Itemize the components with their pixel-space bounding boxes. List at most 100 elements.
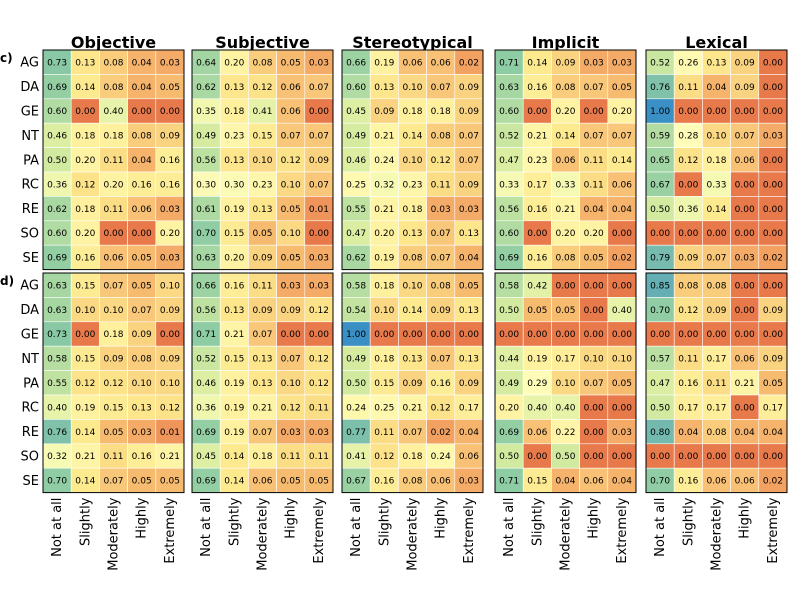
cell-value-label: 0.24 (374, 156, 394, 166)
cell-value-label: 0.18 (402, 107, 422, 117)
row-label: SO (21, 450, 39, 465)
cell-value-label: 0.19 (374, 58, 394, 68)
heatmap-cell (70, 443, 100, 469)
panel-label: c) (0, 51, 13, 65)
heatmap-cell (426, 467, 456, 493)
cell-value-label: 0.21 (402, 403, 422, 413)
cell-value-label: 0.13 (459, 229, 479, 239)
column-label: Moderately (406, 497, 421, 570)
cell-value-label: 0.76 (650, 83, 670, 93)
cell-value-label: 0.14 (612, 156, 632, 166)
cell-value-label: 0.05 (132, 281, 152, 291)
cell-value-label: 0.07 (431, 355, 451, 365)
row-label: GE (21, 328, 39, 343)
cell-value-label: 0.41 (346, 452, 366, 462)
cell-value-label: 0.36 (678, 205, 698, 215)
heatmap-cell (607, 443, 637, 469)
cell-value-label: 0.00 (527, 330, 547, 340)
heatmap-cell (369, 443, 399, 469)
heatmap-cell (426, 443, 456, 469)
cell-value-label: 0.06 (431, 477, 451, 487)
cell-value-label: 0.11 (103, 452, 123, 462)
cell-value-label: 1.00 (346, 330, 366, 340)
cell-value-label: 0.04 (459, 428, 479, 438)
cell-value-label: 0.07 (402, 428, 422, 438)
cell-value-label: 0.09 (160, 355, 180, 365)
heatmap-cell (579, 345, 609, 371)
cell-value-label: 0.20 (374, 229, 394, 239)
heatmap-cell (341, 49, 371, 75)
cell-value-label: 0.00 (132, 229, 152, 239)
cell-value-label: 0.12 (678, 306, 698, 316)
heatmap-cell (42, 220, 72, 246)
heatmap-cell (673, 467, 703, 493)
column-label: Extremely (312, 497, 327, 563)
heatmap-cell (494, 98, 524, 124)
cell-value-label: 0.09 (763, 355, 783, 365)
cell-value-label: 0.00 (678, 330, 698, 340)
cell-value-label: 0.08 (103, 58, 123, 68)
heatmap-cell (276, 443, 306, 469)
heatmap-cell (276, 272, 306, 298)
cell-value-label: 0.52 (196, 355, 216, 365)
cell-value-label: 0.09 (402, 379, 422, 389)
heatmap-cell (607, 345, 637, 371)
cell-value-label: 0.14 (224, 452, 244, 462)
cell-value-label: 0.00 (763, 180, 783, 190)
heatmap-cell (155, 220, 185, 246)
heatmap-cell (248, 321, 277, 347)
cell-value-label: 0.14 (402, 132, 422, 142)
heatmap-cell (369, 467, 399, 493)
cell-value-label: 0.07 (431, 83, 451, 93)
cell-value-label: 0.07 (735, 132, 755, 142)
cell-value-label: 0.05 (281, 254, 301, 264)
cell-value-label: 0.03 (584, 58, 604, 68)
cell-value-label: 0.00 (75, 107, 95, 117)
cell-value-label: 0.16 (224, 281, 244, 291)
heatmap-cell (70, 49, 100, 75)
cell-value-label: 0.05 (160, 477, 180, 487)
cell-value-label: 0.21 (75, 452, 95, 462)
heatmap-panel: 0.85 0.08 0.08 0.00 0.00 0.70 0.12 0.09 0.00 0.09… (645, 272, 788, 494)
heatmap-cell (758, 467, 788, 493)
cell-value-label: 0.13 (252, 355, 272, 365)
heatmap-cell (398, 370, 427, 396)
cell-value-label: 0.10 (706, 132, 726, 142)
heatmap-cell (645, 74, 675, 100)
heatmap-cell (99, 345, 128, 371)
cell-value-label: 0.55 (346, 205, 366, 215)
heatmap-cell (99, 244, 128, 270)
cell-value-label: 0.02 (763, 254, 783, 264)
cell-value-label: 0.05 (281, 477, 301, 487)
cell-value-label: 0.40 (555, 403, 575, 413)
cell-value-label: 0.52 (650, 58, 670, 68)
cell-value-label: 0.10 (612, 355, 632, 365)
cell-value-label: 0.03 (431, 205, 451, 215)
cell-value-label: 0.00 (650, 229, 670, 239)
column-label: Slightly (377, 497, 392, 546)
cell-value-label: 0.00 (735, 306, 755, 316)
cell-value-label: 0.12 (374, 452, 394, 462)
cell-value-label: 0.05 (132, 254, 152, 264)
heatmap-cell (42, 394, 72, 420)
panel-title: Lexical (685, 33, 748, 52)
cell-value-label: 0.09 (459, 379, 479, 389)
cell-value-label: 0.19 (224, 403, 244, 413)
cell-value-label: 1.00 (650, 107, 670, 117)
cell-value-label: 0.21 (374, 132, 394, 142)
heatmap-cell (191, 98, 221, 124)
heatmap-cell (551, 171, 580, 197)
cell-value-label: 0.00 (75, 330, 95, 340)
column-label: Highly (135, 497, 150, 538)
cell-value-label: 0.07 (103, 477, 123, 487)
column-label: Moderately (710, 497, 725, 570)
cell-value-label: 0.20 (160, 229, 180, 239)
cell-value-label: 0.09 (706, 306, 726, 316)
cell-value-label: 0.09 (103, 355, 123, 365)
heatmap-cell (304, 297, 334, 323)
cell-value-label: 0.33 (555, 180, 575, 190)
cell-value-label: 0.06 (735, 355, 755, 365)
heatmap-cell (673, 443, 703, 469)
cell-value-label: 0.50 (650, 403, 670, 413)
cell-value-label: 0.16 (527, 83, 547, 93)
